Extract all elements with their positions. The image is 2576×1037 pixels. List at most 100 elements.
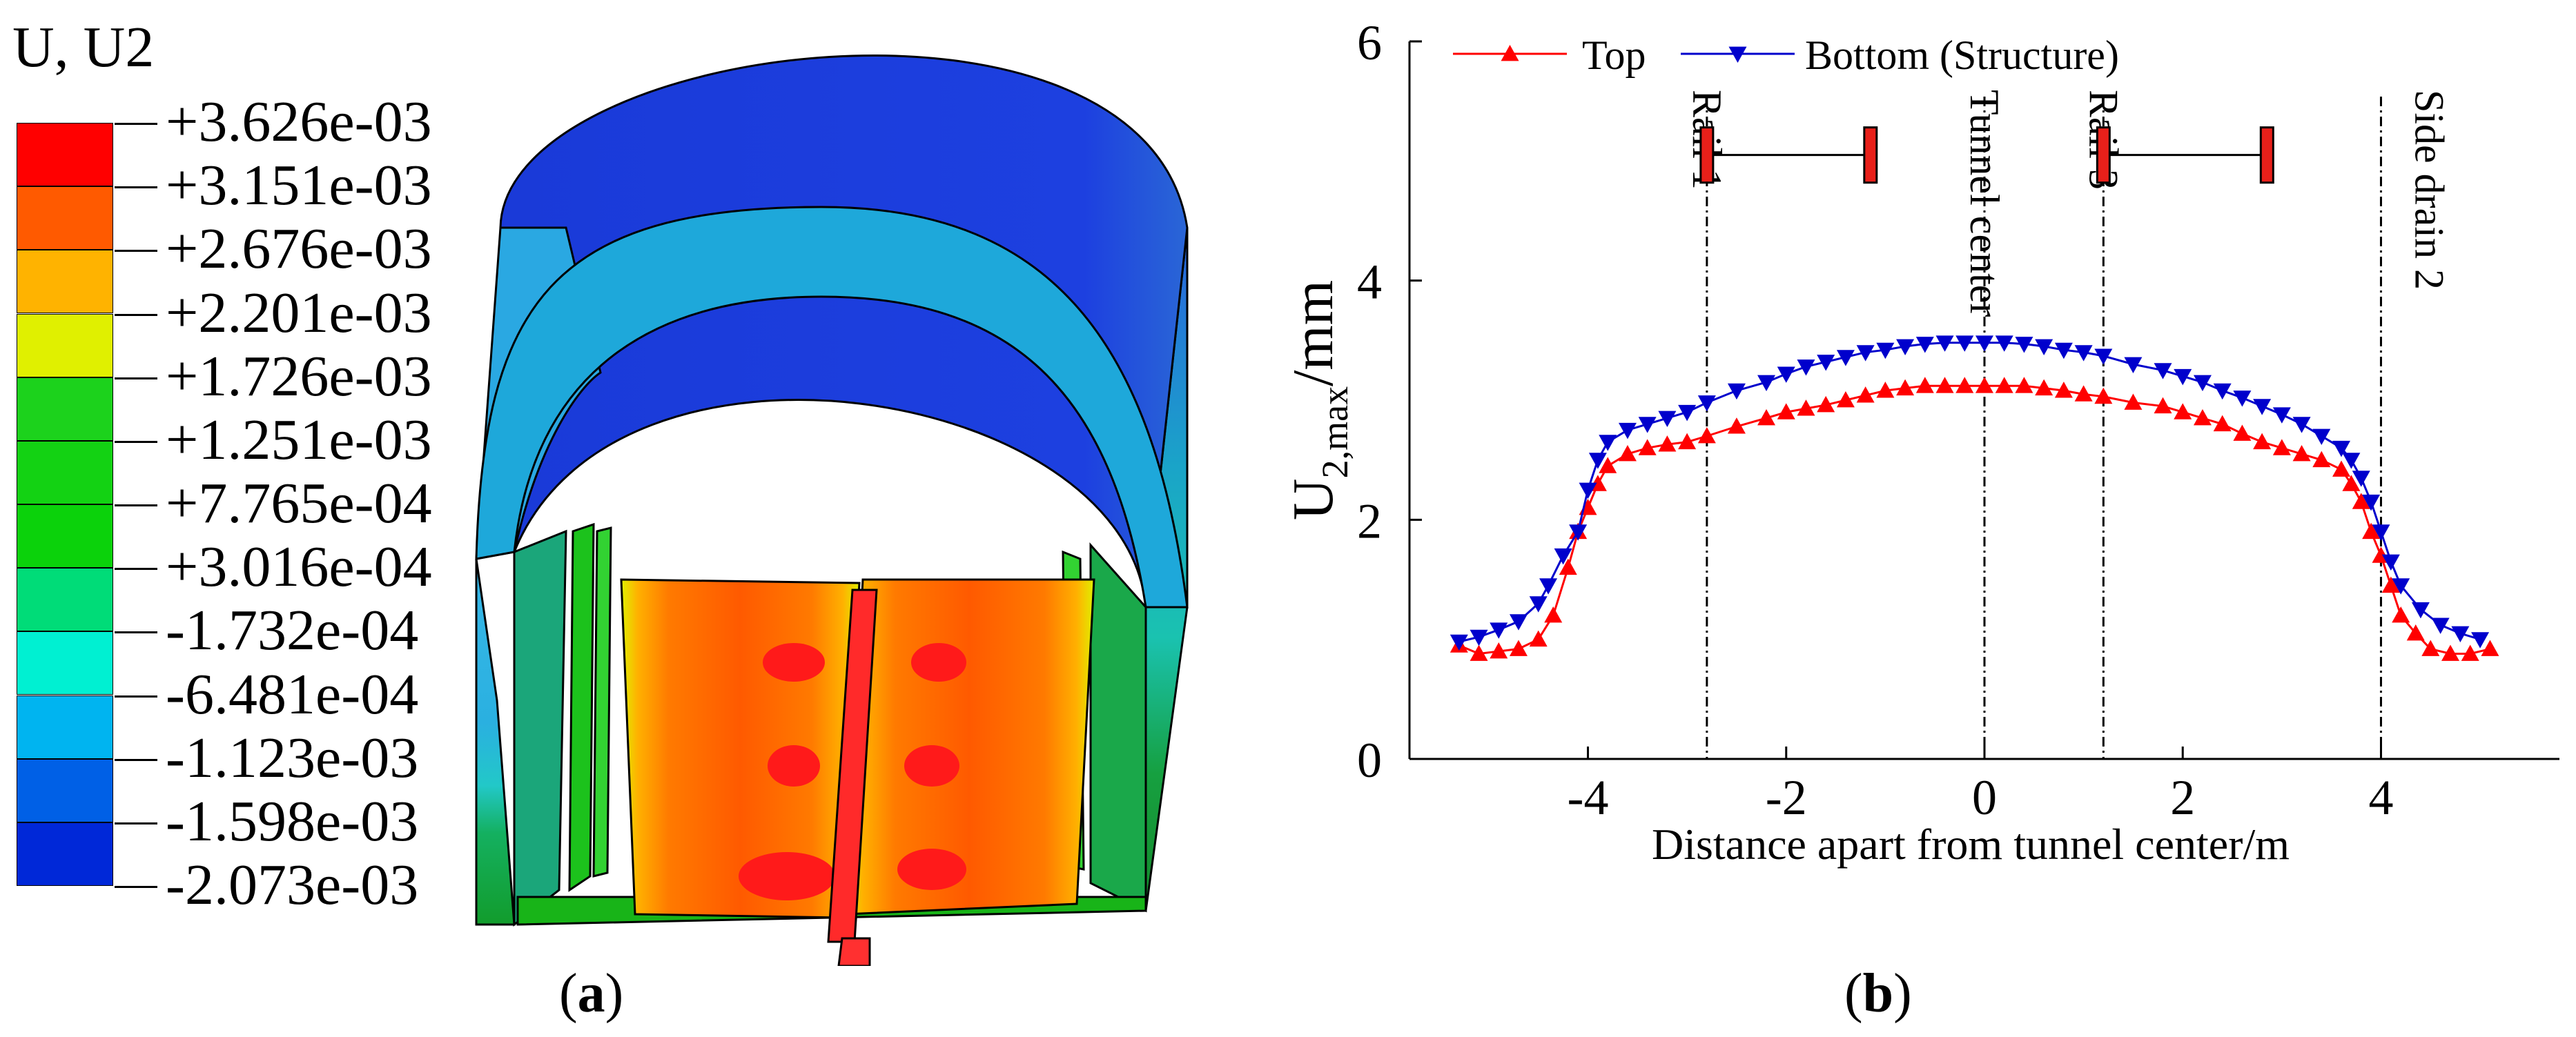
data-point — [2154, 363, 2172, 379]
contour-level-tick — [115, 250, 157, 253]
data-point — [2124, 357, 2143, 373]
contour-level-label: -1.123e-03 — [166, 725, 419, 790]
data-point — [2342, 453, 2361, 469]
data-point — [1638, 417, 1657, 433]
data-point — [2292, 445, 2311, 462]
data-point — [1856, 345, 1875, 362]
data-point — [2233, 424, 2252, 441]
data-point — [2332, 460, 2351, 477]
data-point — [2441, 644, 2460, 661]
data-point — [1529, 630, 1548, 647]
legend-marker — [1501, 45, 1519, 61]
data-point — [1554, 548, 1572, 565]
contour-level-label: +2.676e-03 — [166, 217, 432, 282]
contour-level-tick — [115, 504, 157, 506]
data-point — [1797, 359, 1815, 376]
contour-swatch — [17, 758, 113, 822]
x-axis-label: Distance apart from tunnel center/m — [1652, 820, 2290, 869]
data-point — [1896, 339, 1915, 355]
left-drain-channel — [568, 522, 595, 892]
data-point — [2381, 576, 2400, 593]
data-point — [2124, 393, 2143, 410]
contour-color-bar — [17, 123, 115, 886]
contour-swatch — [17, 504, 113, 569]
contour-level-label: +2.201e-03 — [166, 280, 432, 345]
data-point — [1817, 355, 1835, 371]
legend-label: Top — [1582, 32, 1646, 78]
data-point — [1896, 379, 1915, 396]
data-point — [2054, 342, 2073, 359]
data-point — [1599, 457, 1617, 473]
data-point — [1777, 403, 1795, 419]
data-point — [2054, 382, 2073, 398]
data-point — [1618, 445, 1637, 462]
contour-level-label: +1.251e-03 — [166, 407, 432, 472]
left-drain-channel-2 — [592, 526, 612, 878]
data-point — [2015, 377, 2033, 393]
data-point — [1955, 377, 1974, 393]
data-point — [1618, 422, 1637, 440]
data-point — [1599, 435, 1617, 451]
data-point — [1727, 383, 1746, 400]
data-point — [2332, 440, 2351, 457]
data-point — [2094, 348, 2113, 365]
contour-level-tick — [115, 377, 157, 379]
contour-swatch — [17, 250, 113, 314]
x-tick-label: -4 — [1568, 770, 1609, 825]
data-point — [2352, 493, 2370, 509]
y-tick-label: 0 — [1357, 733, 1382, 788]
data-point — [1697, 395, 1716, 412]
contour-level-tick — [115, 758, 157, 761]
data-point — [1935, 335, 1954, 352]
contour-level-tick — [115, 123, 157, 125]
data-point — [2035, 339, 2053, 355]
data-point — [1509, 640, 1528, 656]
data-point — [1975, 377, 1993, 393]
data-point — [1955, 335, 1974, 352]
data-point — [2461, 644, 2479, 661]
data-point — [2174, 368, 2192, 386]
contour-legend-levels: +3.626e-03 +3.151e-03 +2.676e-03 +2.201e-03… — [115, 0, 504, 966]
data-point — [2352, 471, 2370, 487]
y-tick-label: 4 — [1357, 255, 1382, 310]
contour-level-label: +3.626e-03 — [166, 90, 432, 154]
tunnel-lining-vault — [499, 55, 1189, 608]
data-point — [1817, 395, 1835, 413]
contour-level-label: -1.732e-04 — [166, 598, 419, 663]
data-point — [2362, 494, 2381, 511]
data-point — [1509, 614, 1528, 631]
contour-level-tick — [115, 631, 157, 634]
data-point — [2193, 409, 2212, 426]
data-point — [2411, 602, 2430, 619]
data-point — [1757, 409, 1776, 426]
data-point — [2193, 375, 2212, 391]
contour-level-tick — [115, 822, 157, 824]
rail-marker-block — [2259, 126, 2274, 184]
data-point — [1539, 578, 1558, 595]
data-point — [1470, 629, 1488, 646]
data-point — [1697, 427, 1716, 444]
data-point — [1544, 606, 1563, 623]
data-point — [2272, 439, 2291, 455]
data-point — [2074, 345, 2093, 362]
data-point — [1876, 342, 1895, 359]
contour-level-label: +7.765e-04 — [166, 471, 432, 535]
panel-b-label: (b) — [1844, 963, 1912, 1024]
data-point — [2342, 475, 2361, 491]
contour-swatch — [17, 440, 113, 504]
data-point — [1579, 482, 1597, 499]
y-axis-label-sub: 2,max — [1314, 386, 1356, 478]
data-point — [2233, 391, 2252, 407]
y-axis-label: U2,max/mm — [1281, 280, 1356, 520]
data-point — [1797, 399, 1815, 416]
contour-level-tick — [115, 568, 157, 571]
data-point — [2312, 451, 2331, 468]
data-point — [1638, 439, 1657, 455]
data-point — [2174, 403, 2192, 419]
inner-left-wall — [513, 529, 567, 927]
data-point — [1450, 634, 1468, 651]
data-point — [1529, 596, 1548, 613]
data-point — [2406, 624, 2425, 641]
